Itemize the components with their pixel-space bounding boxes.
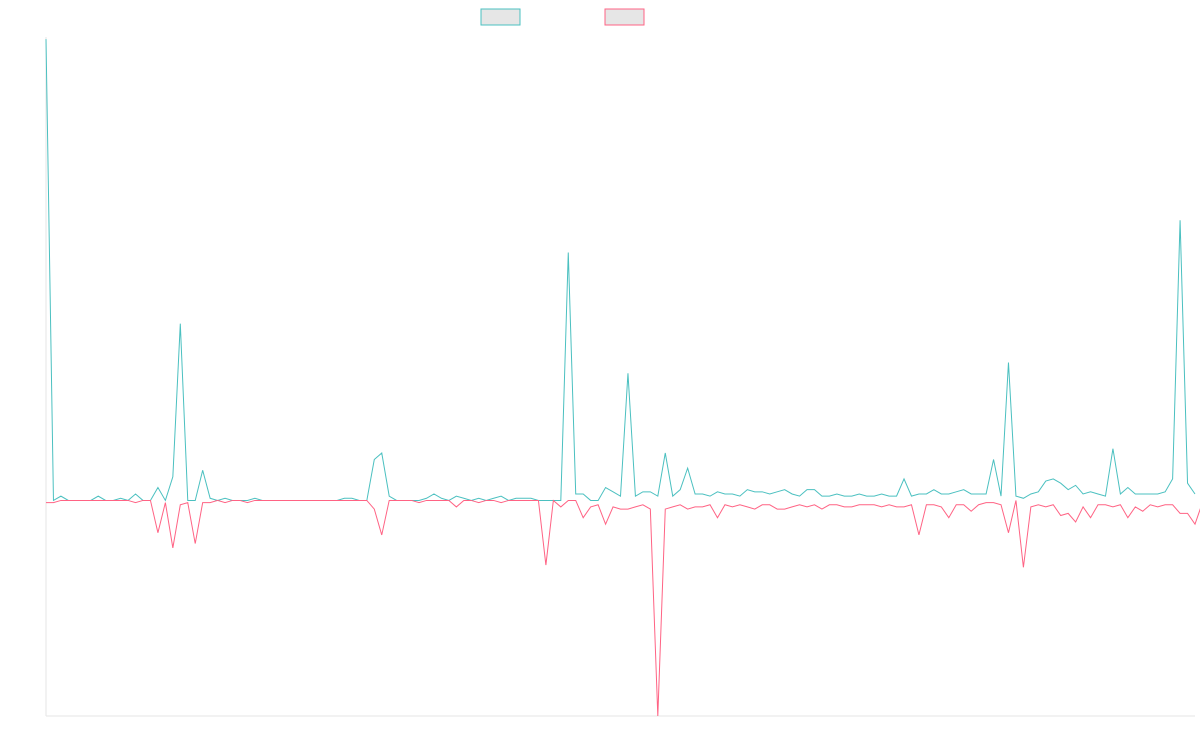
- legend-swatch-1[interactable]: [480, 8, 521, 26]
- legend: [480, 8, 645, 26]
- legend-swatch-2[interactable]: [604, 8, 645, 26]
- series-line-2: [46, 499, 1200, 717]
- axes: [45, 37, 1195, 717]
- series-layer: [45, 39, 1200, 717]
- series-line-1: [45, 39, 1196, 502]
